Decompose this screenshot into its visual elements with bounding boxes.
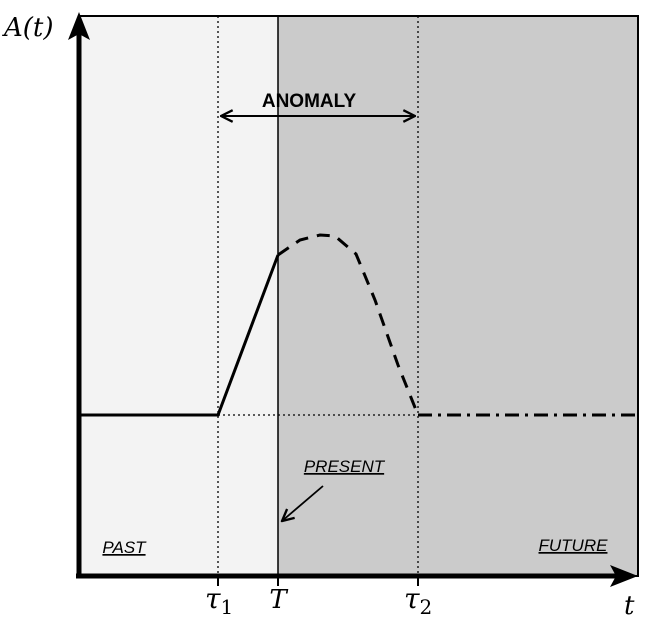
y-axis-arrowhead: [68, 12, 90, 40]
past-label: PAST: [102, 538, 147, 557]
past-region: [79, 16, 278, 576]
future-label: FUTURE: [539, 536, 609, 555]
tau2-tick-label: τ2: [404, 582, 432, 619]
T-tick-label: T: [269, 585, 288, 615]
y-axis-label: A(t): [2, 13, 54, 43]
anomaly-label: ANOMALY: [262, 91, 357, 112]
x-axis-arrowhead: [610, 565, 638, 587]
present-label: PRESENT: [304, 457, 386, 476]
signal-past: [79, 254, 280, 417]
present-pointer-arrow: [282, 485, 324, 521]
x-axis-label: t: [624, 591, 635, 621]
tau1-tick-label: τ1: [205, 582, 233, 619]
signal-forecast: [277, 233, 420, 416]
